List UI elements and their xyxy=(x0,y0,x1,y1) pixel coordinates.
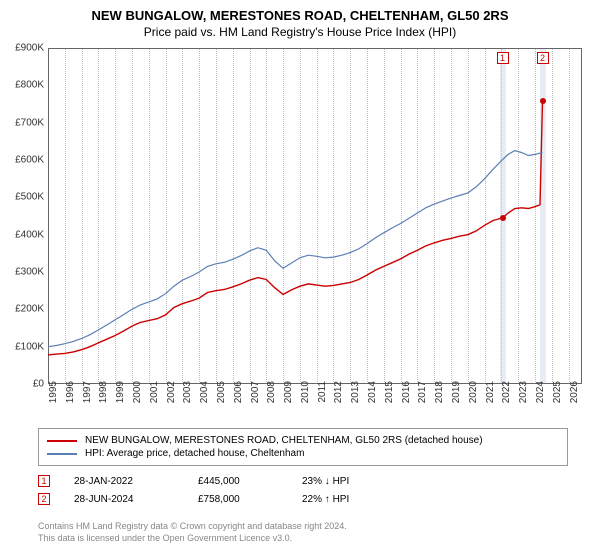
y-tick-label: £700K xyxy=(0,117,44,128)
x-tick-label: 2014 xyxy=(367,381,378,421)
legend-label: HPI: Average price, detached house, Chel… xyxy=(85,448,304,459)
footer-line: Contains HM Land Registry data © Crown c… xyxy=(38,520,347,532)
data-point-price: £758,000 xyxy=(198,494,278,505)
data-point-date: 28-JUN-2024 xyxy=(74,494,174,505)
x-tick-label: 2015 xyxy=(384,381,395,421)
legend-swatch xyxy=(47,453,77,455)
x-tick-label: 1998 xyxy=(98,381,109,421)
price-marker-box: 2 xyxy=(537,52,549,64)
x-tick-label: 2026 xyxy=(569,381,580,421)
data-point-delta: 23% ↓ HPI xyxy=(302,476,382,487)
price-dot xyxy=(540,98,546,104)
x-tick-label: 1997 xyxy=(82,381,93,421)
x-tick-label: 2025 xyxy=(552,381,563,421)
data-point-date: 28-JAN-2022 xyxy=(74,476,174,487)
legend-item-price-paid: NEW BUNGALOW, MERESTONES ROAD, CHELTENHA… xyxy=(47,434,559,447)
x-tick-label: 2019 xyxy=(451,381,462,421)
x-tick-label: 2023 xyxy=(518,381,529,421)
series-line-price_paid xyxy=(48,101,543,355)
x-tick-label: 1995 xyxy=(48,381,59,421)
data-point-price: £445,000 xyxy=(198,476,278,487)
y-tick-label: £800K xyxy=(0,80,44,91)
y-tick-label: £400K xyxy=(0,229,44,240)
price-marker-box: 1 xyxy=(497,52,509,64)
x-tick-label: 2003 xyxy=(182,381,193,421)
x-tick-label: 1999 xyxy=(115,381,126,421)
x-tick-label: 2024 xyxy=(535,381,546,421)
x-tick-label: 2006 xyxy=(233,381,244,421)
x-tick-label: 2009 xyxy=(283,381,294,421)
x-tick-label: 1996 xyxy=(65,381,76,421)
x-tick-label: 2018 xyxy=(434,381,445,421)
x-tick-label: 2008 xyxy=(266,381,277,421)
y-tick-label: £600K xyxy=(0,155,44,166)
x-tick-label: 2001 xyxy=(149,381,160,421)
x-tick-label: 2004 xyxy=(199,381,210,421)
x-tick-label: 2002 xyxy=(166,381,177,421)
x-tick-label: 2012 xyxy=(333,381,344,421)
legend-item-hpi: HPI: Average price, detached house, Chel… xyxy=(47,447,559,460)
y-tick-label: £0 xyxy=(0,379,44,390)
data-points-list: 1 28-JAN-2022 £445,000 23% ↓ HPI 2 28-JU… xyxy=(38,472,568,508)
footer-line: This data is licensed under the Open Gov… xyxy=(38,532,347,544)
data-point-index-box: 1 xyxy=(38,475,50,487)
chart-subtitle: Price paid vs. HM Land Registry's House … xyxy=(0,23,600,45)
y-tick-label: £300K xyxy=(0,267,44,278)
x-tick-label: 2016 xyxy=(401,381,412,421)
chart-container: NEW BUNGALOW, MERESTONES ROAD, CHELTENHA… xyxy=(0,0,600,560)
data-point-delta: 22% ↑ HPI xyxy=(302,494,382,505)
y-tick-label: £200K xyxy=(0,304,44,315)
data-point-row: 2 28-JUN-2024 £758,000 22% ↑ HPI xyxy=(38,490,568,508)
x-tick-label: 2020 xyxy=(468,381,479,421)
series-line-hpi xyxy=(48,151,543,347)
legend-label: NEW BUNGALOW, MERESTONES ROAD, CHELTENHA… xyxy=(85,435,483,446)
y-tick-label: £100K xyxy=(0,341,44,352)
x-tick-label: 2022 xyxy=(501,381,512,421)
x-tick-label: 2017 xyxy=(417,381,428,421)
x-tick-label: 2007 xyxy=(250,381,261,421)
x-tick-label: 2005 xyxy=(216,381,227,421)
legend-swatch xyxy=(47,440,77,442)
x-tick-label: 2013 xyxy=(350,381,361,421)
x-tick-label: 2000 xyxy=(132,381,143,421)
y-tick-label: £900K xyxy=(0,43,44,54)
price-dot xyxy=(500,215,506,221)
legend: NEW BUNGALOW, MERESTONES ROAD, CHELTENHA… xyxy=(38,428,568,466)
chart-title: NEW BUNGALOW, MERESTONES ROAD, CHELTENHA… xyxy=(0,0,600,23)
footer-attribution: Contains HM Land Registry data © Crown c… xyxy=(38,520,347,544)
x-tick-label: 2021 xyxy=(485,381,496,421)
x-tick-label: 2010 xyxy=(300,381,311,421)
data-point-row: 1 28-JAN-2022 £445,000 23% ↓ HPI xyxy=(38,472,568,490)
y-tick-label: £500K xyxy=(0,192,44,203)
x-tick-label: 2011 xyxy=(317,381,328,421)
data-point-index-box: 2 xyxy=(38,493,50,505)
